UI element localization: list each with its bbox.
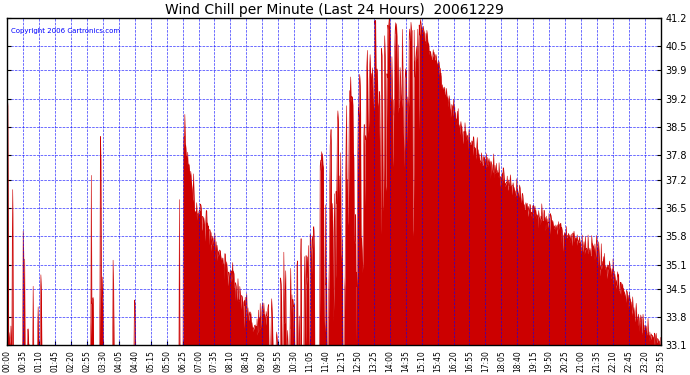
Title: Wind Chill per Minute (Last 24 Hours)  20061229: Wind Chill per Minute (Last 24 Hours) 20…	[165, 3, 504, 17]
Text: Copyright 2006 Cartronics.com: Copyright 2006 Cartronics.com	[10, 28, 119, 34]
